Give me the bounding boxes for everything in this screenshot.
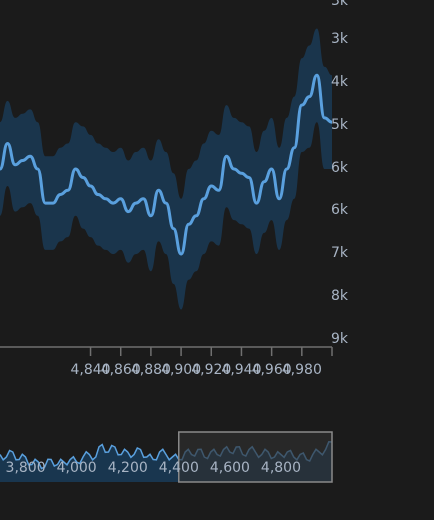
y-tick-label: 6k — [331, 160, 349, 176]
x-tick-label: 4,840 — [70, 362, 110, 378]
x-tick-label: 4,920 — [191, 362, 231, 378]
confidence-band — [0, 28, 332, 310]
y-tick-label: 5k — [331, 117, 349, 133]
navigator-tick-label: 4,600 — [210, 460, 250, 476]
y-tick-label: 4k — [331, 74, 349, 90]
y-tick-label: 9k — [331, 331, 349, 347]
navigator-tick-label: 4,000 — [57, 460, 97, 476]
x-tick-label: 4,900 — [161, 362, 201, 378]
navigator-tick-labels: 3,800 4,000 4,200 4,400 4,600 4,800 — [6, 460, 301, 476]
x-tick-label: 4,940 — [221, 362, 261, 378]
y-tick-label: 3k — [331, 0, 349, 9]
main-plot — [0, 28, 333, 310]
navigator-tick-label: 4,200 — [108, 460, 148, 476]
y-tick-label: 7k — [331, 245, 349, 261]
y-tick-label: 8k — [331, 288, 349, 304]
navigator[interactable]: 3,800 4,000 4,200 4,400 4,600 4,800 — [0, 431, 333, 483]
y-axis: 3k 3k 4k 5k 6k 6k 7k 8k 9k — [331, 0, 349, 347]
y-tick-label: 3k — [331, 31, 349, 47]
x-tick-label: 4,960 — [252, 362, 292, 378]
series-line — [0, 73, 333, 256]
navigator-tick-label: 4,400 — [159, 460, 199, 476]
navigator-tick-label: 4,800 — [261, 460, 301, 476]
x-tick-label: 4,980 — [282, 362, 322, 378]
navigator-tick-label: 3,800 — [6, 460, 46, 476]
x-tick-label: 4,880 — [131, 362, 171, 378]
navigator-selection[interactable] — [178, 431, 333, 483]
x-tick-label: 4,860 — [101, 362, 141, 378]
y-tick-label: 6k — [331, 202, 349, 218]
